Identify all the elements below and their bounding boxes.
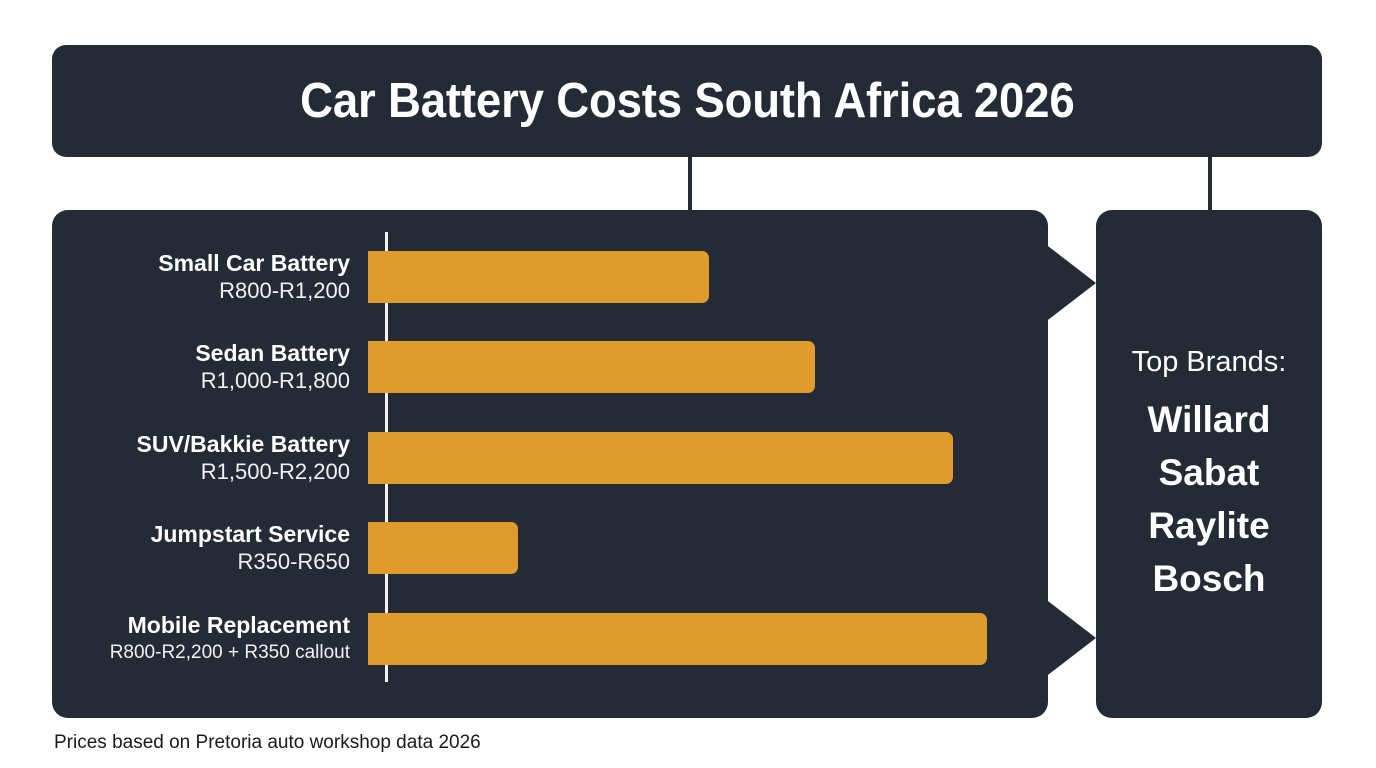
chart-row: Jumpstart Service R350-R650 [52, 503, 1048, 593]
chart-bar-track [368, 413, 1048, 503]
connector-stem-right [1208, 155, 1212, 212]
connector-stem-left [688, 155, 692, 212]
brands-heading: Top Brands: [1131, 346, 1287, 378]
brand-item: Sabat [1158, 452, 1260, 493]
arrow-connector-top-icon [1044, 243, 1096, 323]
chart-bar [368, 522, 518, 574]
chart-row: SUV/Bakkie Battery R1,500-R2,200 [52, 413, 1048, 503]
chart-category-price: R1,000-R1,800 [200, 368, 350, 393]
chart-category-price: R350-R650 [237, 549, 350, 574]
chart-category-name: Jumpstart Service [150, 521, 350, 547]
chart-row: Sedan Battery R1,000-R1,800 [52, 322, 1048, 412]
chart-row: Small Car Battery R800-R1,200 [52, 232, 1048, 322]
chart-category-name: Sedan Battery [195, 340, 350, 366]
page-title: Car Battery Costs South Africa 2026 [299, 74, 1075, 128]
chart-row-label: Mobile Replacement R800-R2,200 + R350 ca… [52, 611, 368, 667]
chart-bar-track [368, 232, 1048, 322]
chart-bar [368, 432, 953, 484]
chart-bar-track [368, 503, 1048, 593]
chart-category-price: R1,500-R2,200 [200, 459, 350, 484]
brands-panel: Top Brands: Willard Sabat Raylite Bosch [1096, 210, 1322, 718]
chart-row-label: Jumpstart Service R350-R650 [52, 520, 368, 576]
chart-category-price: R800-R1,200 [219, 278, 350, 303]
chart-row-label: Sedan Battery R1,000-R1,800 [52, 339, 368, 395]
chart-row-label: Small Car Battery R800-R1,200 [52, 249, 368, 305]
brand-item: Bosch [1152, 558, 1266, 599]
chart-bar [368, 613, 987, 665]
title-panel: Car Battery Costs South Africa 2026 [52, 45, 1322, 157]
chart-row-label: SUV/Bakkie Battery R1,500-R2,200 [52, 430, 368, 486]
chart-bar [368, 251, 709, 303]
chart-category-name: Small Car Battery [158, 250, 350, 276]
arrow-connector-bottom-icon [1044, 598, 1096, 678]
brand-item: Raylite [1148, 505, 1270, 546]
footer-source-note: Prices based on Pretoria auto workshop d… [54, 732, 481, 753]
chart-rows: Small Car Battery R800-R1,200 Sedan Batt… [52, 210, 1048, 718]
chart-bar [368, 341, 815, 393]
chart-category-name: SUV/Bakkie Battery [136, 431, 351, 457]
chart-bar-track [368, 322, 1048, 412]
brand-item: Willard [1147, 399, 1271, 440]
chart-category-price: R800-R2,200 + R350 callout [109, 642, 350, 663]
chart-category-name: Mobile Replacement [127, 612, 350, 638]
chart-bar-track [368, 594, 1048, 684]
chart-row: Mobile Replacement R800-R2,200 + R350 ca… [52, 594, 1048, 684]
